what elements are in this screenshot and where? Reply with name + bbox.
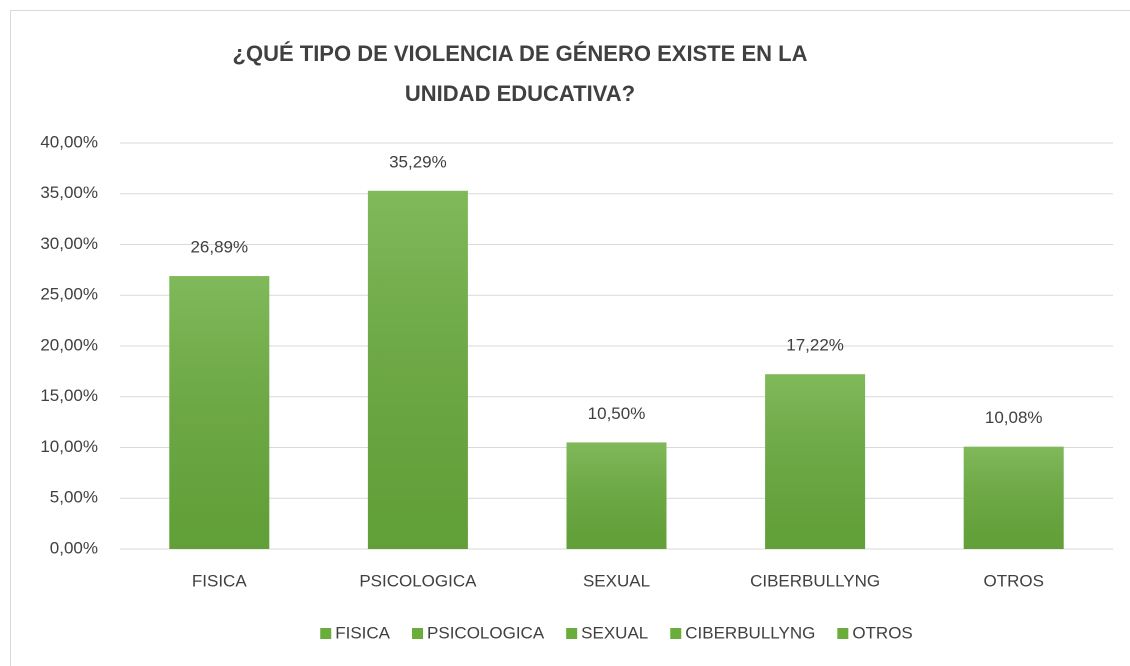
x-tick-label: OTROS [983, 571, 1043, 590]
data-label: 17,22% [786, 336, 844, 355]
x-tick-label: PSICOLOGICA [359, 571, 477, 590]
legend-swatch [837, 628, 849, 639]
chart-frame [10, 10, 1130, 666]
legend-swatch [320, 628, 332, 639]
y-tick-label: 20,00% [40, 335, 98, 354]
bar-shade [765, 374, 866, 549]
y-tick-label: 0,00% [50, 538, 98, 557]
legend-swatch [412, 628, 424, 639]
y-tick-label: 15,00% [40, 386, 98, 405]
legend: FISICA PSICOLOGICA SEXUAL CIBERBULLYNG OTROS [320, 623, 913, 642]
data-label: 35,29% [389, 152, 447, 171]
legend-label: PSICOLOGICA [427, 623, 545, 642]
y-tick-label: 10,00% [40, 437, 98, 456]
legend-label: CIBERBULLYNG [685, 623, 815, 642]
x-tick-label: CIBERBULLYNG [750, 571, 880, 590]
y-tick-label: 5,00% [50, 488, 98, 507]
chart-title: ¿QUÉ TIPO DE VIOLENCIA DE GÉNERO EXISTE … [232, 41, 808, 106]
y-tick-label: 25,00% [40, 285, 98, 304]
legend-label: SEXUAL [581, 623, 648, 642]
y-tick-label: 40,00% [40, 132, 98, 151]
data-label: 26,89% [190, 238, 248, 257]
data-label: 10,08% [985, 408, 1043, 427]
bar-shade [367, 190, 468, 549]
legend-label: FISICA [335, 623, 390, 642]
y-tick-label: 30,00% [40, 234, 98, 253]
bar-shade [963, 446, 1064, 549]
bar-shade [169, 276, 270, 549]
x-tick-label: FISICA [192, 571, 247, 590]
legend-label: OTROS [852, 623, 912, 642]
y-tick-label: 35,00% [40, 183, 98, 202]
x-tick-label: SEXUAL [583, 571, 650, 590]
legend-swatch [670, 628, 682, 639]
bar-shade [566, 442, 667, 549]
legend-swatch [566, 628, 578, 639]
data-label: 10,50% [588, 404, 646, 423]
